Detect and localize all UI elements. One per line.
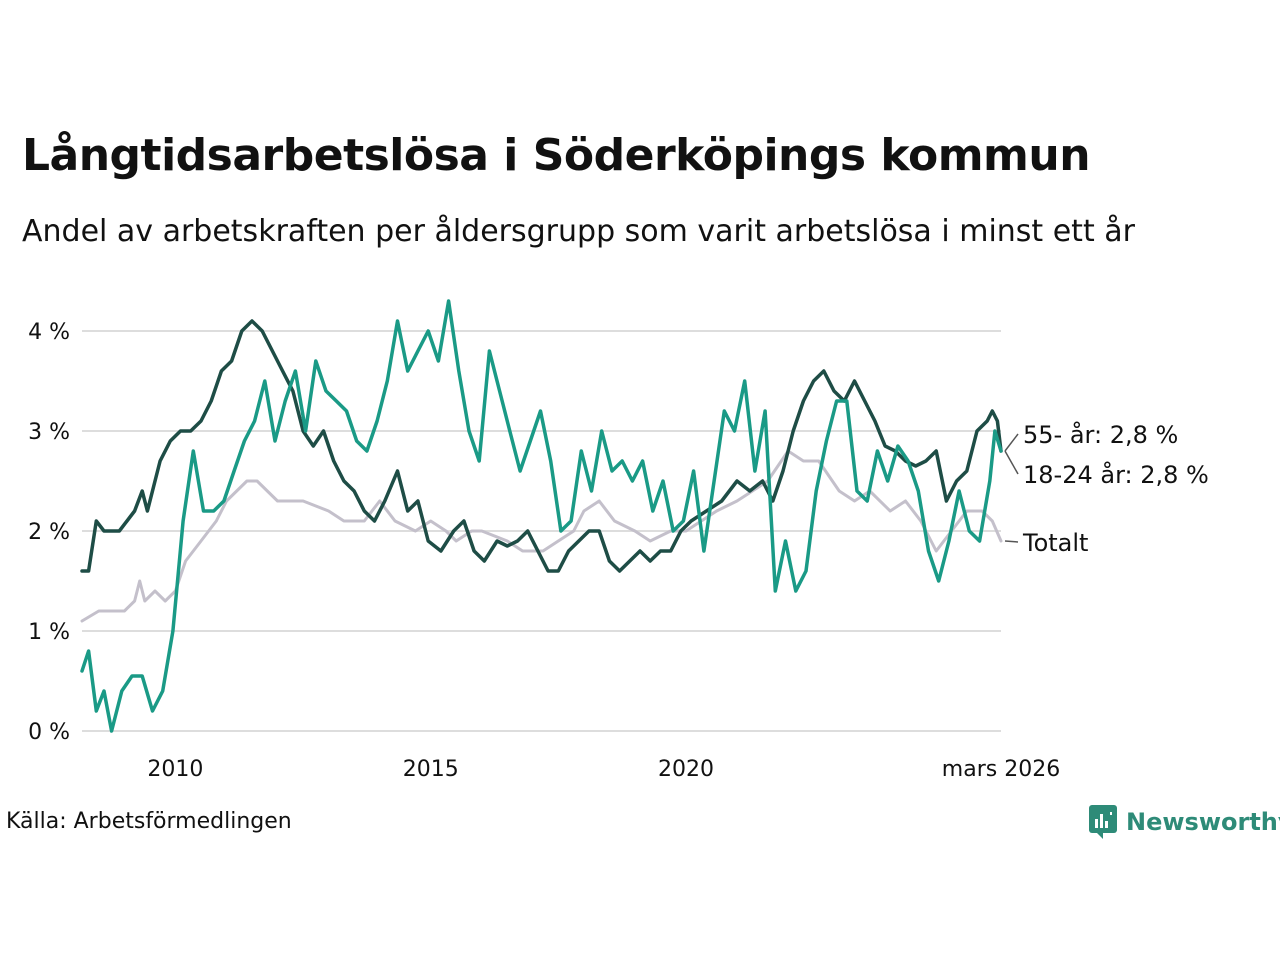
chart-title: Långtidsarbetslösa i Söderköpings kommun: [22, 130, 1091, 181]
x-tick-label: 2015: [403, 757, 459, 782]
x-tick-label: mars 2026: [942, 757, 1060, 782]
chart-subtitle: Andel av arbetskraften per åldersgrupp s…: [22, 214, 1135, 249]
end-label-totalt: Totalt: [1022, 529, 1088, 557]
y-tick-label: 2 %: [28, 520, 70, 545]
leader-line-18-24-r: [1004, 450, 1019, 475]
y-tick-label: 3 %: [28, 420, 70, 445]
series-line-totalt[interactable]: [80, 449, 1003, 623]
source-note: Källa: Arbetsförmedlingen: [6, 809, 292, 834]
grid-lines: [82, 330, 1001, 732]
series-line-18-24-r[interactable]: [80, 299, 1003, 733]
end-label-18-24-r: 18-24 år: 2,8 %: [1023, 460, 1209, 489]
newsworthy-logo[interactable]: Newsworthy: [1088, 802, 1280, 842]
x-axis-labels: 2010 2015 2020 mars 2026: [147, 757, 1060, 782]
y-tick-label: 1 %: [28, 620, 70, 645]
series-line-55-r[interactable]: [80, 319, 1003, 573]
y-tick-label: 0 %: [28, 720, 70, 745]
end-labels: Totalt 55- år: 2,8 % 18-24 år: 2,8 %: [1004, 420, 1209, 557]
y-tick-label: 4 %: [28, 320, 70, 345]
y-axis-labels: 0 % 1 % 2 % 3 % 4 %: [28, 320, 70, 745]
series-lines: [80, 299, 1003, 733]
leader-line-55-r: [1004, 433, 1019, 452]
leader-line-totalt: [1004, 540, 1019, 543]
end-label-55-r: 55- år: 2,8 %: [1023, 420, 1178, 449]
newsworthy-icon: [1089, 805, 1117, 839]
x-tick-label: 2020: [658, 757, 714, 782]
x-tick-label: 2010: [147, 757, 203, 782]
brand-name: Newsworthy: [1126, 808, 1280, 836]
